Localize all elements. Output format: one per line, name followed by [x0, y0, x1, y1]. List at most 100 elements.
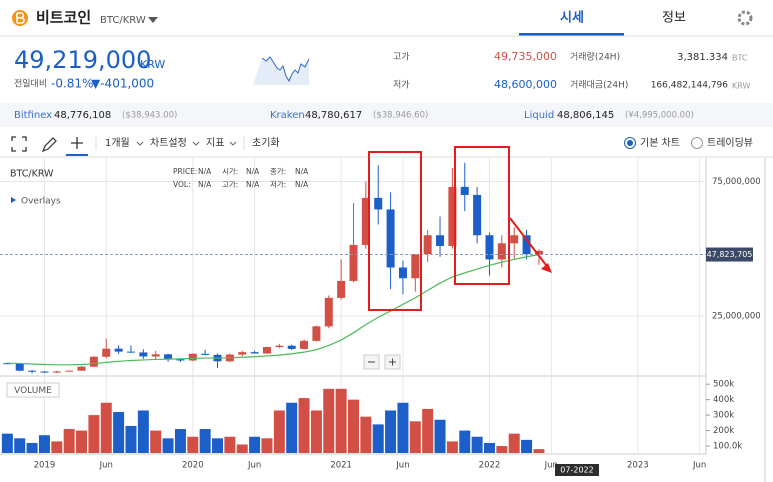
candle-body [510, 235, 519, 244]
volume-bar [63, 429, 75, 453]
x-tick-label: 2023 [627, 461, 649, 471]
change-pct: -0.81% [51, 77, 93, 91]
exchange-quote: (¥4,995,000.00) [625, 111, 694, 121]
candle-body [52, 371, 61, 373]
candle-body [126, 351, 135, 353]
info-text: 저가: [270, 180, 286, 189]
symbol: BTC/KRW [10, 169, 54, 180]
candle-body [250, 352, 259, 354]
volume-bar [335, 388, 347, 453]
candle-body [349, 244, 358, 281]
stat-label: 저가 [393, 80, 410, 91]
candle-body [28, 370, 37, 372]
exchange-price: 48,780,617 [305, 110, 362, 121]
volume-bar [471, 436, 483, 453]
settings-icon[interactable] [737, 10, 753, 26]
volume-bar [310, 410, 322, 453]
candle-body [176, 359, 185, 361]
exchange: Kraken [270, 110, 305, 121]
stat-value: 48,600,000 [494, 78, 557, 91]
info-text: N/A [198, 167, 212, 176]
volume-bar [261, 438, 273, 453]
y-tick-label: 100.0k [713, 442, 742, 452]
y-tick-label: 75,000,000 [712, 177, 761, 187]
volume-label: VOLUME [14, 386, 52, 396]
x-tick-label: Jun [395, 461, 409, 471]
candle-body [460, 186, 469, 195]
volume-bar [533, 449, 545, 453]
exchange: Liquid [524, 110, 554, 121]
volume-bar [422, 408, 434, 453]
fullscreen-icon[interactable] [11, 136, 27, 152]
radio-label[interactable]: 트레이딩뷰 [707, 137, 753, 149]
radio-dot [627, 140, 633, 146]
stat-label: 거래량(24H) [570, 51, 620, 63]
overlay-arrow[interactable] [11, 197, 16, 203]
candle-body [522, 235, 531, 255]
x-tick-label: 2021 [330, 461, 352, 471]
exchange-price: 48,806,145 [557, 110, 614, 121]
annotation-box [368, 151, 422, 311]
candle-body [201, 353, 210, 355]
candle-body [374, 197, 383, 210]
stat-unit: KRW [732, 82, 750, 91]
info-text: N/A [295, 180, 309, 189]
radio-label[interactable]: 기본 차트 [640, 137, 680, 149]
candle-body [238, 352, 247, 355]
radio[interactable] [691, 137, 703, 149]
volume-bar [125, 425, 137, 453]
volume-bar [212, 438, 224, 453]
x-tick-label: Jun [692, 461, 706, 471]
info-text: 시가: [222, 167, 238, 176]
overlays[interactable]: Overlays [21, 197, 61, 207]
volume-bar [199, 429, 211, 453]
change-abs: ▼-401,000 [91, 77, 154, 91]
chevron [136, 141, 144, 146]
last-price-label: 47,823,705 [707, 250, 753, 259]
candle-body [77, 366, 86, 371]
stat-value: 49,735,000 [494, 50, 557, 63]
volume-bar [14, 438, 26, 453]
volume-bar [459, 430, 471, 453]
volume-bar [1, 433, 13, 453]
candle-body [151, 354, 160, 357]
candle-body [534, 250, 543, 255]
info-text: 종가: [270, 167, 286, 176]
crosshair-icon[interactable] [71, 137, 83, 149]
candle-body [436, 235, 445, 246]
toolbar-item[interactable]: 지표 [206, 137, 224, 149]
toolbar-item[interactable]: 1개월 [105, 137, 130, 149]
candle-body [300, 340, 309, 349]
volume-bar [174, 429, 186, 453]
radio[interactable] [624, 137, 636, 149]
volume-bar [88, 415, 100, 453]
tool-underline [66, 154, 88, 156]
dropdown[interactable] [148, 17, 158, 23]
x-tick-label: 2022 [479, 461, 501, 471]
info-text: N/A [246, 180, 260, 189]
candle-body [485, 235, 494, 260]
tab[interactable]: 시세 [560, 11, 584, 26]
tab-underline [519, 33, 624, 36]
stat-unit: BTC [732, 54, 748, 63]
volume-bar [249, 436, 261, 453]
candle-body [398, 267, 407, 279]
info-text: PRICE: [173, 167, 197, 176]
sparkline-area [253, 57, 309, 85]
volume-bar [162, 438, 174, 453]
tab[interactable]: 정보 [662, 11, 686, 26]
volume-bar [76, 430, 88, 453]
draw-icon[interactable] [41, 137, 57, 153]
exchange-quote: ($38,946.60) [373, 111, 428, 121]
last-price-tag [706, 247, 753, 262]
annotation-arrowhead [541, 263, 552, 273]
volume-bar [298, 398, 310, 453]
chevron [192, 141, 200, 146]
toolbar-item[interactable]: 초기화 [252, 137, 280, 149]
candle-body [262, 347, 271, 354]
toolbar-item[interactable]: 차트설정 [150, 137, 187, 149]
stat-label: 고가 [393, 52, 410, 63]
candle-body [287, 345, 296, 349]
candle-body [423, 235, 432, 255]
